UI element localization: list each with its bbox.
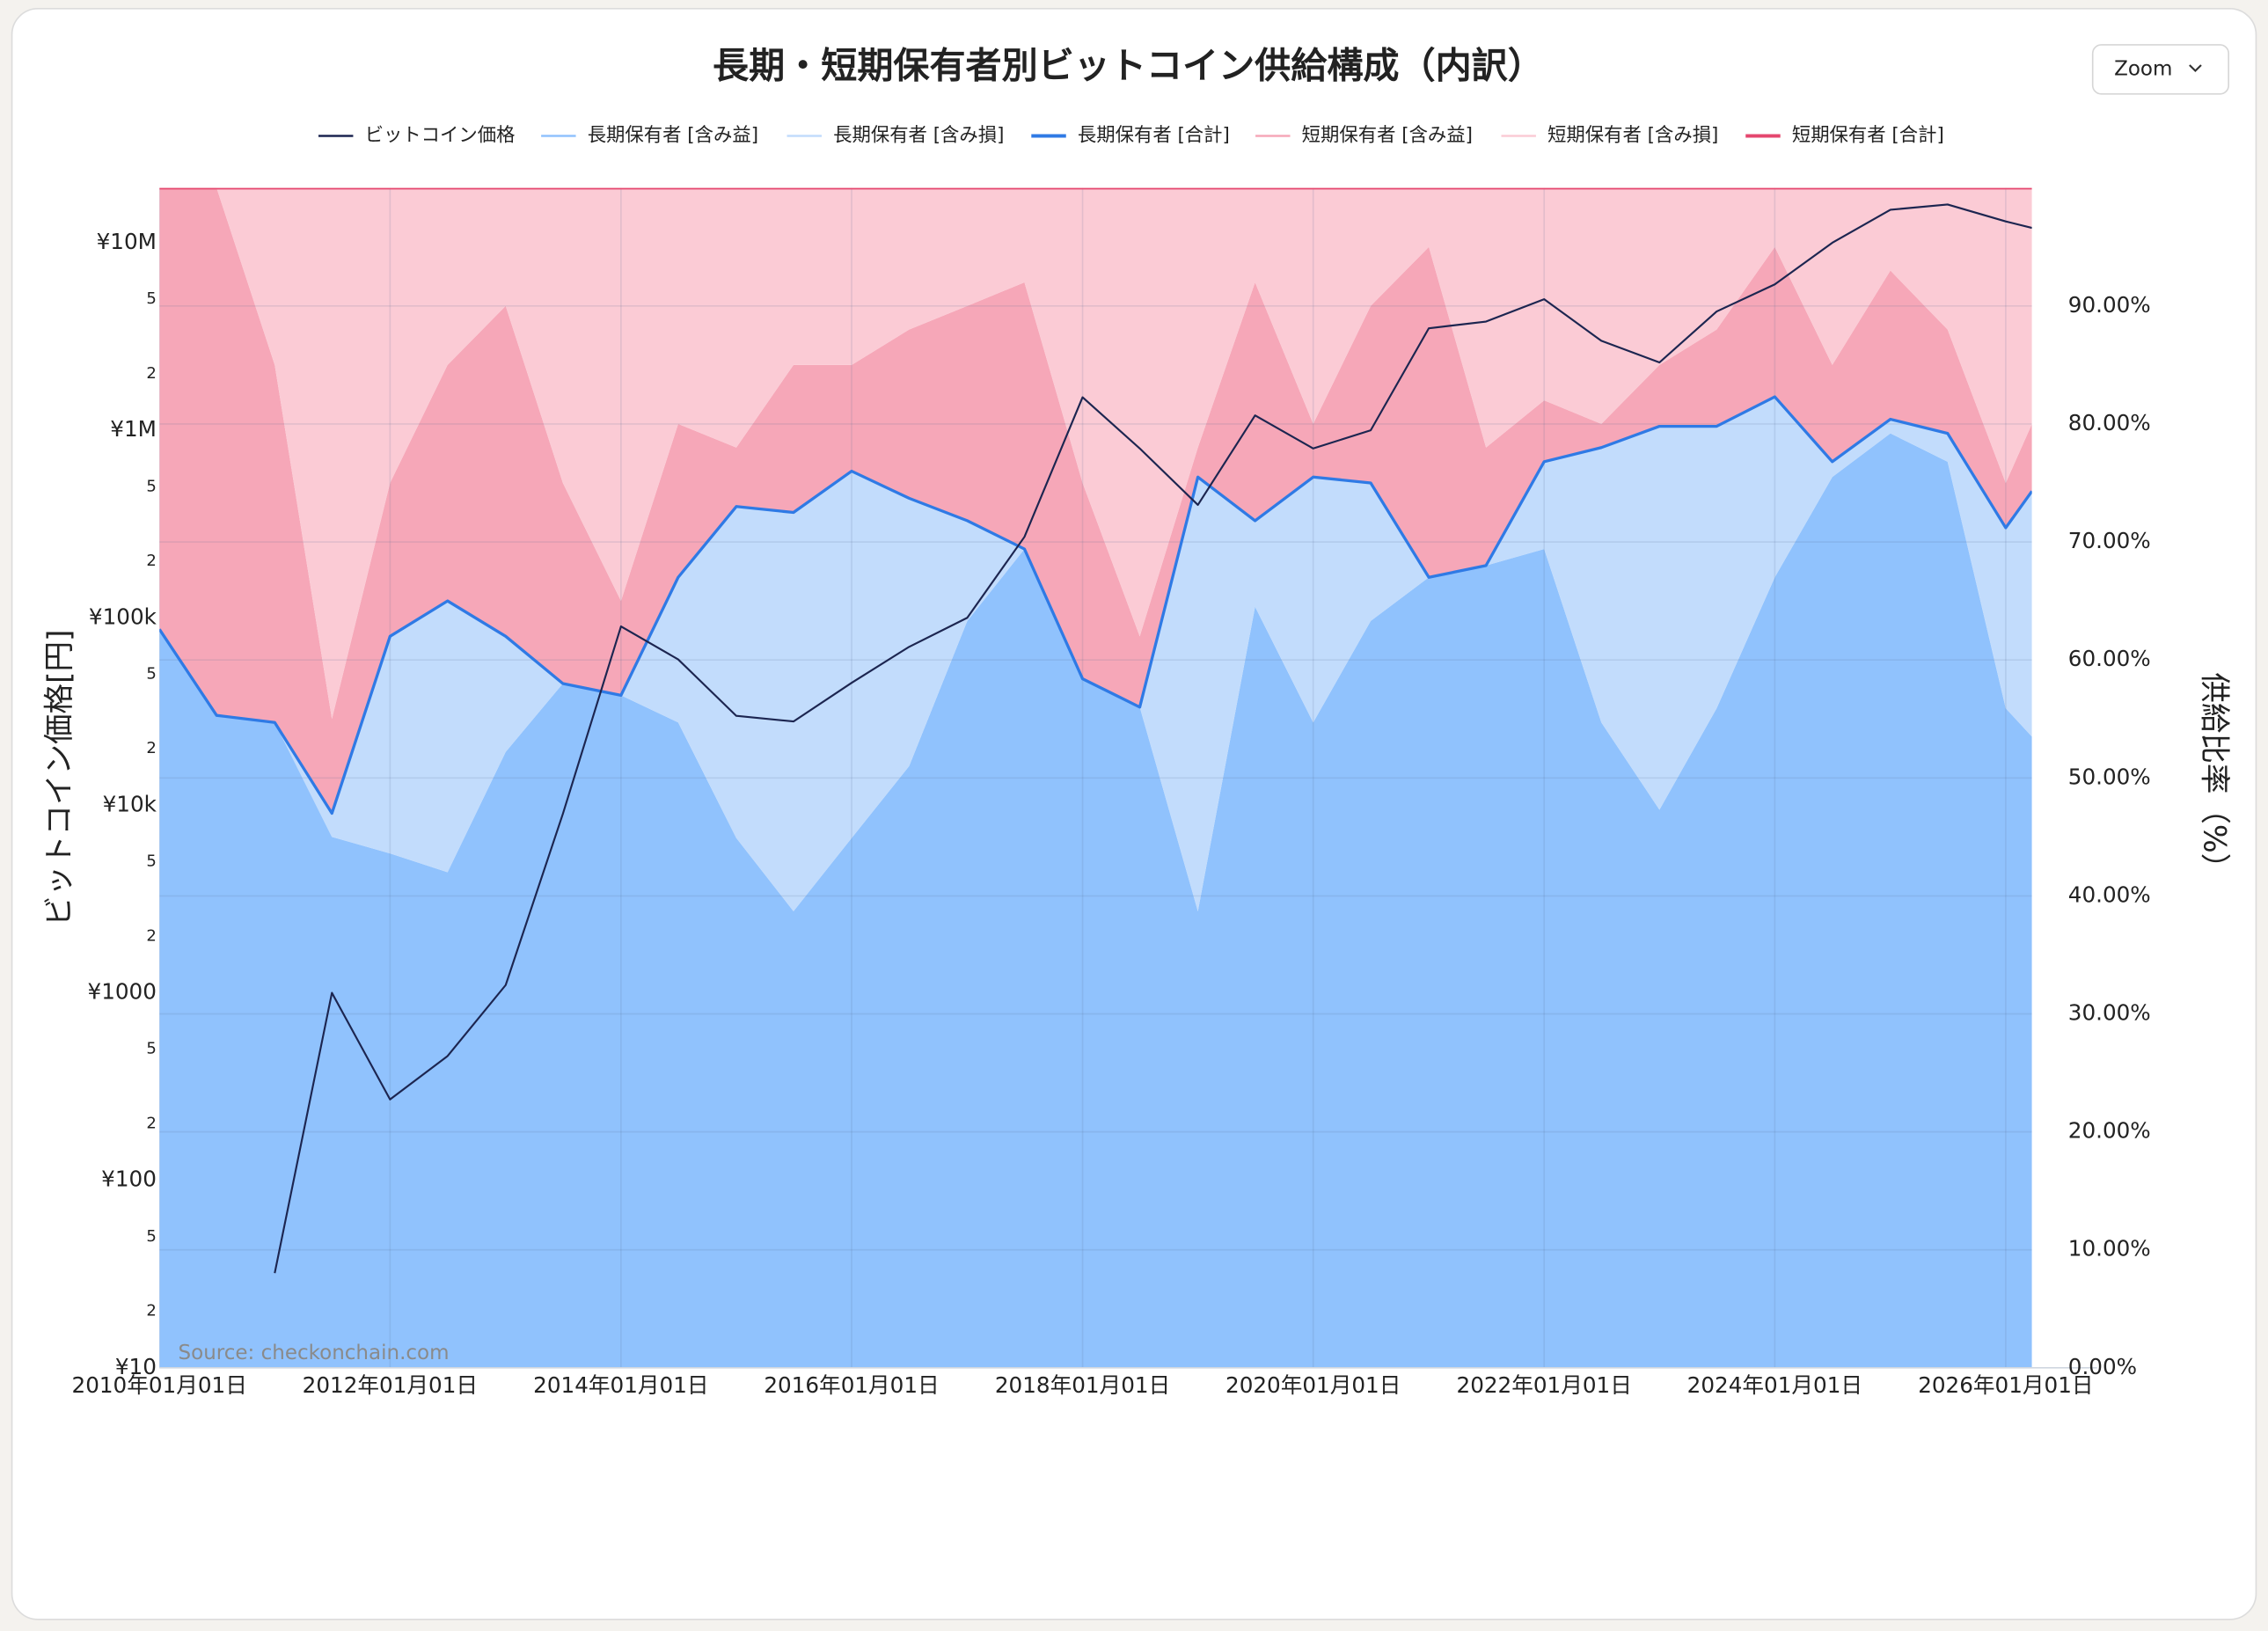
y-tick-label: 2: [146, 1115, 157, 1133]
y-tick-label: ¥10k: [103, 791, 157, 816]
x-tick-label: 2012年01月01日: [303, 1372, 478, 1398]
x-tick-label: 2020年01月01日: [1225, 1372, 1401, 1398]
x-tick-label: 2010年01月01日: [72, 1372, 247, 1398]
plot-area: [159, 187, 2032, 1368]
y-tick-label: ¥100: [101, 1167, 157, 1192]
legend-item: 長期保有者 [合計]: [1031, 125, 1230, 147]
y2-axis-title: 供給比率（%）: [2197, 672, 2232, 883]
stacked-area: [159, 187, 2032, 720]
x-tick-label: 2024年01月01日: [1687, 1372, 1862, 1398]
legend-item: 長期保有者 [含み損]: [786, 125, 1004, 147]
series-line: [274, 203, 2032, 1274]
y2-tick-label: 60.00%: [2068, 646, 2151, 671]
x-tick-label: 2016年01月01日: [764, 1372, 939, 1398]
y2-tick-label: 10.00%: [2068, 1236, 2151, 1262]
y2-tick-label: 20.00%: [2068, 1118, 2151, 1144]
legend-label: 長期保有者 [含み益]: [588, 125, 758, 147]
x-tick-label: 2018年01月01日: [995, 1372, 1170, 1398]
legend-item: 長期保有者 [含み益]: [541, 125, 758, 147]
y2-tick-label: 90.00%: [2068, 292, 2151, 318]
y2-tick-label: 50.00%: [2068, 764, 2151, 789]
y-tick-label: 5: [146, 477, 157, 495]
legend-item: ビットコイン価格: [318, 125, 515, 147]
stacked-area: [159, 433, 2032, 1368]
x-tick-label: 2014年01月01日: [533, 1372, 708, 1398]
y-tick-label: 5: [146, 289, 157, 308]
y-tick-label: 5: [146, 1040, 157, 1058]
zoom-button[interactable]: Zoom: [2091, 44, 2230, 95]
legend-label: 短期保有者 [含み損]: [1547, 125, 1718, 147]
legend-label: ビットコイン価格: [365, 125, 516, 147]
y2-tick-label: 40.00%: [2068, 881, 2151, 907]
y-tick-label: 5: [146, 664, 157, 683]
legend-label: 短期保有者 [含み益]: [1302, 125, 1473, 147]
source-annotation: Source: checkonchain.com: [179, 1342, 450, 1364]
legend-label: 短期保有者 [合計]: [1792, 125, 1944, 147]
y-tick-label: ¥10: [115, 1354, 157, 1379]
legend-item: 短期保有者 [含み損]: [1501, 125, 1718, 147]
y2-tick-label: 0.00%: [2068, 1354, 2137, 1379]
axes: 2010年01月01日 2012年01月01日 2014年01月01日 2016年01…: [72, 229, 2151, 1398]
y-tick-label: ¥1M: [110, 416, 157, 442]
zoom-chevron[interactable]: [2189, 64, 2202, 73]
y2-tick-label: 70.00%: [2068, 528, 2151, 553]
y-tick-label: 5: [146, 1227, 157, 1246]
zoom-button-box[interactable]: [2091, 44, 2230, 95]
x-tick-label: 2026年01月01日: [1918, 1372, 2093, 1398]
y-tick-label: 5: [146, 852, 157, 871]
x-tick-label: 2022年01月01日: [1457, 1372, 1632, 1398]
zoom-label[interactable]: Zoom: [2114, 57, 2172, 80]
y-axis-title: ビットコイン価格[円]: [42, 630, 77, 926]
y-tick-label: ¥1000: [88, 979, 157, 1005]
legend-item: 短期保有者 [含み益]: [1255, 125, 1473, 147]
y-tick-label: ¥10M: [97, 229, 157, 254]
y-tick-label: 2: [146, 1302, 157, 1320]
y-tick-label: 2: [146, 552, 157, 570]
y-tick-label: 2: [146, 364, 157, 383]
series-line: [159, 395, 2032, 816]
chart-title: 長期・短期保有者別ビットコイン供給構成（内訳）: [713, 44, 1544, 86]
y2-tick-label: 80.00%: [2068, 410, 2151, 435]
stacked-area: [159, 397, 2032, 911]
legend-label: 長期保有者 [含み損]: [833, 125, 1004, 147]
y2-tick-label: 30.00%: [2068, 1000, 2151, 1026]
stacked-area: [159, 187, 2032, 814]
y-tick-label: 2: [146, 739, 157, 757]
legend-item: 短期保有者 [合計]: [1745, 125, 1944, 147]
y-tick-label: ¥100k: [89, 603, 157, 629]
legend-label: 長期保有者 [合計]: [1078, 125, 1230, 147]
y-tick-label: 2: [146, 926, 157, 945]
